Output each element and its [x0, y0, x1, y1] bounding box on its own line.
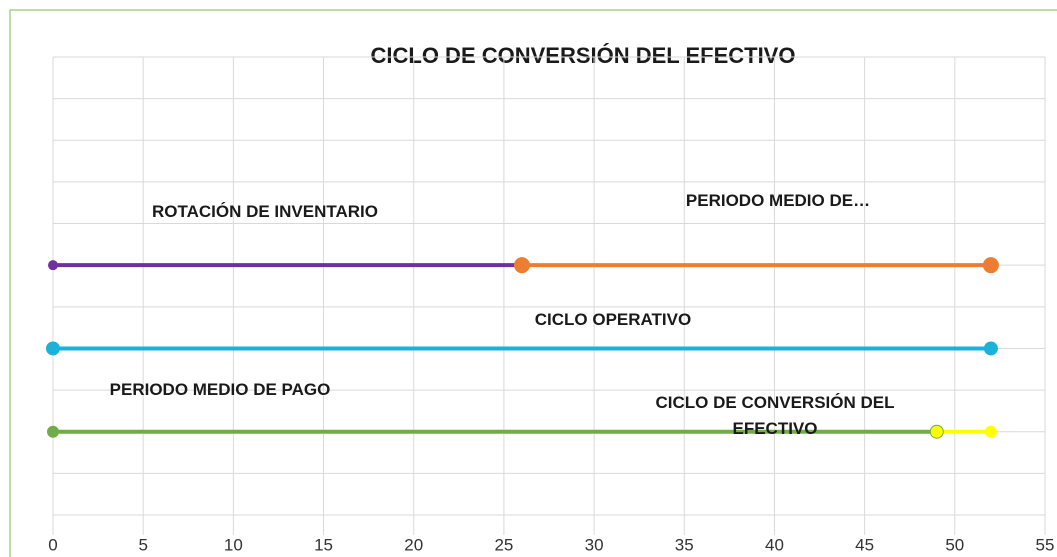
x-tick-label: 45: [855, 535, 874, 554]
x-tick-label: 30: [585, 535, 604, 554]
x-tick-label: 35: [675, 535, 694, 554]
x-tick-label: 55: [1036, 535, 1055, 554]
x-tick-label: 15: [314, 535, 333, 554]
data-point: [48, 260, 58, 271]
chart-title: CICLO DE CONVERSIÓN DEL EFECTIVO: [371, 43, 796, 68]
x-tick-label: 40: [765, 535, 784, 554]
x-tick-label: 25: [494, 535, 513, 554]
chart-frame: [9, 9, 1057, 557]
x-tick-label: 10: [224, 535, 243, 554]
data-point: [46, 341, 60, 356]
series-label: PERIODO MEDIO DE…: [685, 191, 871, 210]
series-label: CICLO OPERATIVO: [534, 310, 692, 329]
data-point: [47, 425, 59, 438]
data-point: [982, 257, 999, 274]
series-label: CICLO DE CONVERSIÓN DEL EFECTIVO: [655, 393, 895, 438]
x-tick-label: 0: [48, 535, 57, 554]
x-tick-label: 20: [404, 535, 423, 554]
series-label: PERIODO MEDIO DE PAGO: [109, 380, 331, 399]
x-tick-label: 5: [138, 535, 147, 554]
series-label: ROTACIÓN DE INVENTARIO: [151, 202, 379, 221]
x-tick-label: 50: [945, 535, 964, 554]
data-point: [984, 425, 997, 438]
data-point: [983, 341, 998, 356]
data-point: [513, 257, 530, 274]
data-point: [930, 425, 943, 438]
